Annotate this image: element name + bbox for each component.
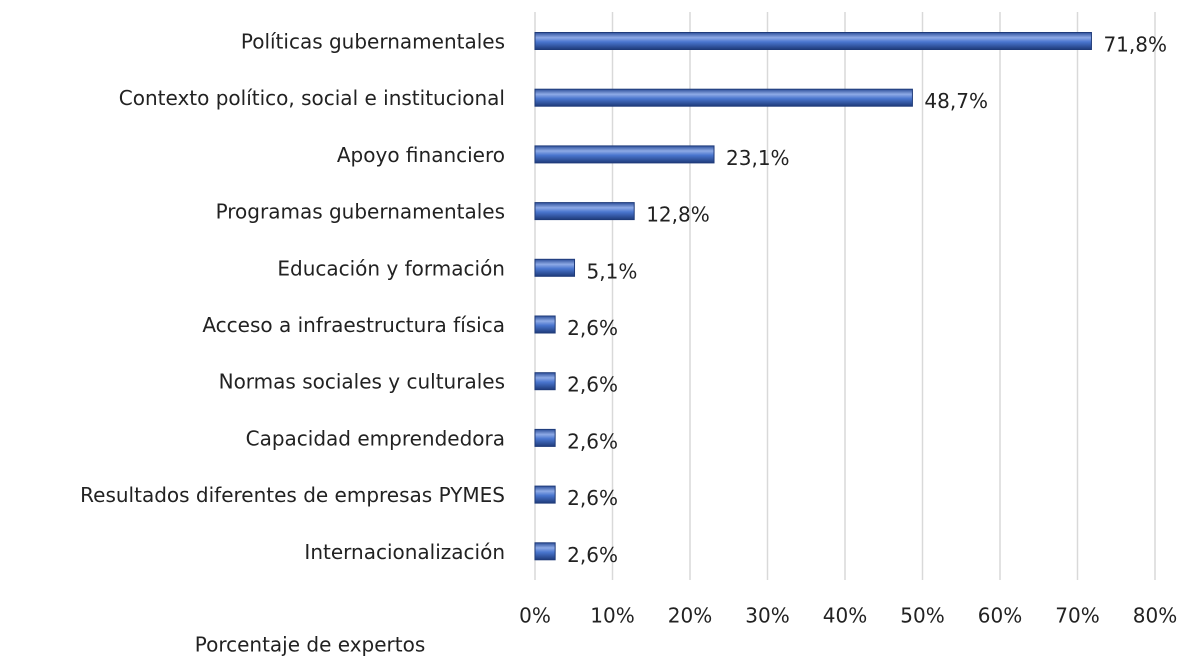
bar [534, 428, 556, 447]
bar [534, 485, 556, 504]
x-axis-label: Porcentaje de expertos [195, 633, 426, 657]
value-label: 2,6% [567, 543, 618, 567]
value-label: 2,6% [567, 316, 618, 340]
y-tick-label: Contexto político, social e instituciona… [119, 86, 505, 110]
bar [534, 542, 556, 561]
y-tick-label: Resultados diferentes de empresas PYMES [80, 483, 505, 507]
bar [534, 88, 913, 107]
value-label: 23,1% [726, 146, 790, 170]
x-tick-label: 50% [900, 604, 944, 628]
bar [534, 202, 635, 221]
bar [534, 315, 556, 334]
x-tick-label: 20% [668, 604, 712, 628]
bar [534, 145, 715, 164]
y-tick-label: Acceso a infraestructura física [202, 313, 505, 337]
value-label: 71,8% [1103, 33, 1167, 57]
y-tick-label: Programas gubernamentales [216, 200, 505, 224]
x-tick-label: 60% [978, 604, 1022, 628]
bar [534, 32, 1092, 50]
value-label: 2,6% [567, 373, 618, 397]
x-tick-label: 40% [823, 604, 867, 628]
y-tick-label: Capacidad emprendedora [246, 426, 505, 450]
x-tick-label: 80% [1133, 604, 1177, 628]
value-label: 2,6% [567, 429, 618, 453]
value-label: 12,8% [646, 203, 710, 227]
y-tick-label: Apoyo financiero [337, 143, 505, 167]
x-tick-label: 30% [745, 604, 789, 628]
y-tick-label: Internacionalización [304, 540, 505, 564]
y-tick-label: Políticas gubernamentales [241, 30, 505, 54]
y-tick-label: Educación y formación [277, 256, 505, 280]
value-label: 5,1% [587, 259, 638, 283]
bar [534, 258, 576, 277]
value-label: 2,6% [567, 486, 618, 510]
x-tick-label: 0% [519, 604, 551, 628]
y-tick-label: Normas sociales y culturales [219, 370, 505, 394]
bar [534, 372, 556, 391]
value-label: 48,7% [924, 89, 988, 113]
x-tick-label: 70% [1055, 604, 1099, 628]
x-tick-label: 10% [590, 604, 634, 628]
